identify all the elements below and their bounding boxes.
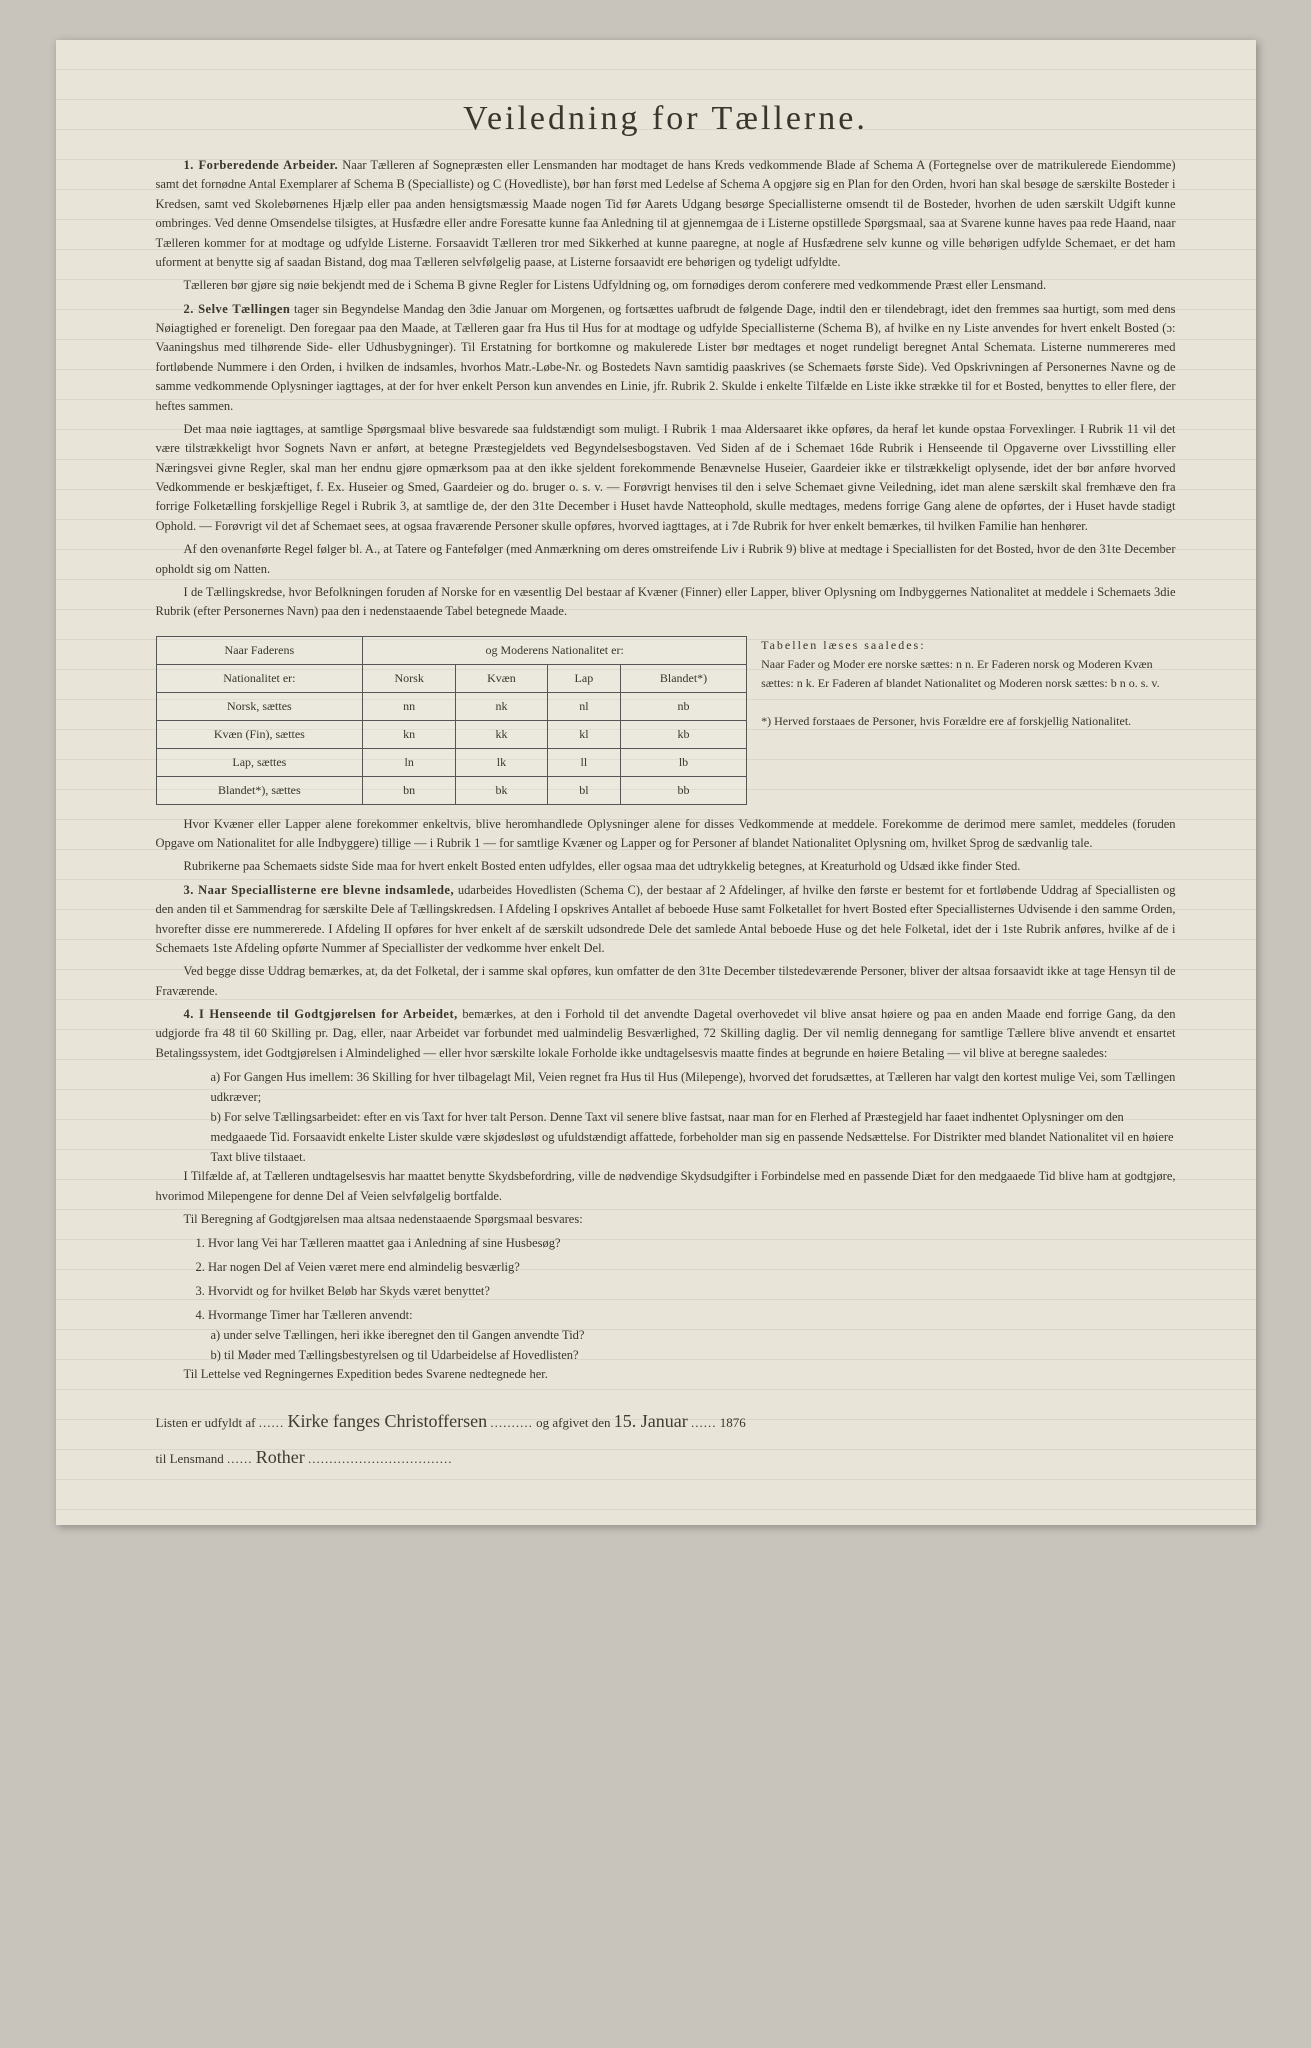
sub-a: a) For Gangen Hus imellem: 36 Skilling f… <box>211 1067 1176 1107</box>
th-rowheader: Nationalitet er: <box>156 664 363 692</box>
sig-lensmand: Rother <box>256 1447 305 1467</box>
question-4a: a) under selve Tællingen, heri ikke iber… <box>211 1325 1176 1345</box>
cell: bl <box>547 776 620 804</box>
cell: bk <box>456 776 548 804</box>
paragraph-10: Ved begge disse Uddrag bemærkes, at, da … <box>156 962 1176 1001</box>
lead-9: 3. Naar Speciallisterne ere blevne indsa… <box>184 883 455 897</box>
paragraph-14: Til Lettelse ved Regningernes Expedition… <box>156 1365 1176 1384</box>
th-c2: Lap <box>547 664 620 692</box>
question-3: 3. Hvorvidt og for hvilket Beløb har Sky… <box>196 1281 1176 1301</box>
th-c1: Kvæn <box>456 664 548 692</box>
paragraph-9: 3. Naar Speciallisterne ere blevne indsa… <box>156 881 1176 959</box>
paragraph-3: 2. Selve Tællingen tager sin Begyndelse … <box>156 300 1176 416</box>
lead-11: 4. I Henseende til Godtgjørelsen for Arb… <box>184 1007 458 1021</box>
cell: lb <box>620 748 746 776</box>
table-row: Kvæn (Fin), sættes kn kk kl kb <box>156 720 747 748</box>
table-row: Lap, sættes ln lk ll lb <box>156 748 747 776</box>
paragraph-13: Til Beregning af Godtgjørelsen maa altsa… <box>156 1210 1176 1229</box>
sig-year: 1876 <box>720 1415 746 1430</box>
cell: nb <box>620 692 746 720</box>
paragraph-8: Rubrikerne paa Schemaets sidste Side maa… <box>156 857 1176 876</box>
paragraph-1: 1. Forberedende Arbeider. Naar Tælleren … <box>156 156 1176 272</box>
paragraph-11: 4. I Henseende til Godtgjørelsen for Arb… <box>156 1005 1176 1063</box>
th-c3: Blandet*) <box>620 664 746 692</box>
question-2: 2. Har nogen Del af Veien været mere end… <box>196 1257 1176 1277</box>
cell: lk <box>456 748 548 776</box>
sig-date: 15. Januar <box>614 1411 688 1431</box>
text-1: Naar Tælleren af Sognepræsten eller Lens… <box>156 158 1176 269</box>
question-1: 1. Hvor lang Vei har Tælleren maattet ga… <box>196 1233 1176 1253</box>
cell: ln <box>363 748 456 776</box>
sig-name: Kirke fanges Christoffersen <box>288 1411 488 1431</box>
cell: bn <box>363 776 456 804</box>
cell: ll <box>547 748 620 776</box>
sig-label-3: til Lensmand <box>156 1451 224 1466</box>
cell: kl <box>547 720 620 748</box>
cell: Kvæn (Fin), sættes <box>156 720 363 748</box>
paragraph-4: Det maa nøie iagttages, at samtlige Spør… <box>156 420 1176 536</box>
th-c0: Norsk <box>363 664 456 692</box>
sub-b: b) For selve Tællingsarbeidet: efter en … <box>211 1107 1176 1167</box>
signature-block: Listen er udfyldt af ...... Kirke fanges… <box>156 1403 1176 1475</box>
cell: bb <box>620 776 746 804</box>
sig-label-2: og afgivet den <box>536 1415 610 1430</box>
question-4: 4. Hvormange Timer har Tælleren anvendt: <box>196 1305 1176 1325</box>
page-title: Veiledning for Tællerne. <box>156 100 1176 138</box>
text-3: tager sin Begyndelse Mandag den 3die Jan… <box>156 302 1176 413</box>
paragraph-6: I de Tællingskredse, hvor Befolkningen f… <box>156 583 1176 622</box>
cell: Blandet*), sættes <box>156 776 363 804</box>
nationality-table: Naar Faderens og Moderens Nationalitet e… <box>156 636 748 805</box>
lead-1: 1. Forberedende Arbeider. <box>184 158 339 172</box>
table-row: Blandet*), sættes bn bk bl bb <box>156 776 747 804</box>
paragraph-12: I Tilfælde af, at Tælleren undtagelsesvi… <box>156 1167 1176 1206</box>
cell: Norsk, sættes <box>156 692 363 720</box>
lead-3: 2. Selve Tællingen <box>184 302 291 316</box>
th-left: Naar Faderens <box>156 636 363 664</box>
th-right: og Moderens Nationalitet er: <box>363 636 747 664</box>
question-4b: b) til Møder med Tællingsbestyrelsen og … <box>211 1345 1176 1365</box>
document-page: Veiledning for Tællerne. 1. Forberedende… <box>56 40 1256 1525</box>
sig-label-1: Listen er udfyldt af <box>156 1415 256 1430</box>
table-row: Norsk, sættes nn nk nl nb <box>156 692 747 720</box>
paragraph-2: Tælleren bør gjøre sig nøie bekjendt med… <box>156 276 1176 295</box>
cell: Lap, sættes <box>156 748 363 776</box>
cell: kk <box>456 720 548 748</box>
cell: nn <box>363 692 456 720</box>
paragraph-5: Af den ovenanførte Regel følger bl. A., … <box>156 540 1176 579</box>
paragraph-7: Hvor Kvæner eller Lapper alene forekomme… <box>156 815 1176 854</box>
cell: nk <box>456 692 548 720</box>
cell: nl <box>547 692 620 720</box>
cell: kb <box>620 720 746 748</box>
cell: kn <box>363 720 456 748</box>
